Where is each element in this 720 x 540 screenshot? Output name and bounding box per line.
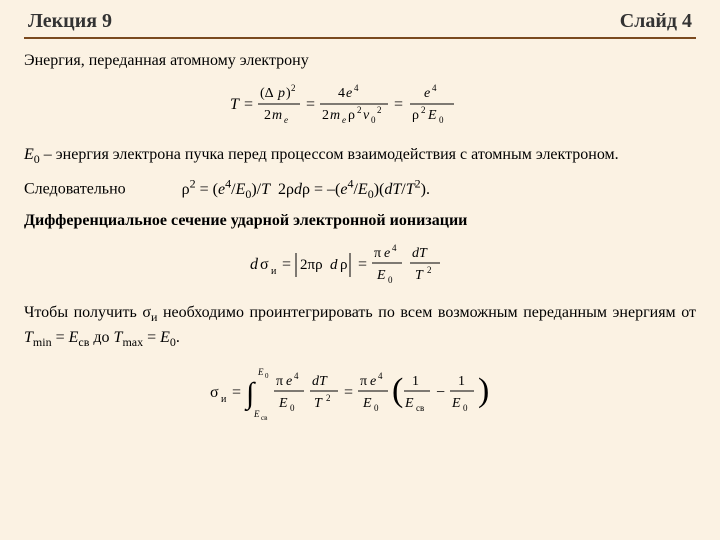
svg-text:св: св — [416, 403, 424, 413]
svg-text:σ: σ — [260, 256, 269, 273]
svg-text:0: 0 — [290, 403, 295, 413]
svg-text:4: 4 — [432, 83, 437, 93]
svg-text:и: и — [271, 266, 277, 277]
inline-equation: ρ2 = (e4/E0)/T 2ρdρ = –(e4/E0)(dT/T2). — [182, 181, 430, 198]
svg-text:ρ: ρ — [412, 108, 419, 123]
svg-text:dT: dT — [412, 246, 428, 261]
svg-text:0: 0 — [265, 372, 269, 380]
svg-text:e: e — [384, 246, 390, 261]
svg-text:e: e — [342, 115, 346, 125]
equation-2: dσ_и = |2πρ dρ| = (π e^4 / E_0) · dT / T… — [24, 239, 696, 295]
svg-text:4: 4 — [294, 371, 299, 381]
svg-text:E: E — [404, 396, 414, 411]
svg-text:π: π — [360, 374, 367, 389]
svg-text:(: ( — [392, 372, 403, 409]
svg-text:=: = — [282, 256, 291, 273]
svg-text:dT: dT — [312, 374, 328, 389]
svg-text:4: 4 — [378, 371, 383, 381]
svg-text:e: e — [346, 86, 352, 101]
svg-text:=: = — [306, 96, 315, 113]
svg-text:E: E — [362, 396, 372, 411]
svg-text:π: π — [374, 246, 381, 261]
svg-text:E: E — [278, 396, 288, 411]
svg-text:e: e — [370, 374, 376, 389]
svg-text:T: T — [415, 268, 424, 283]
svg-text:=: = — [394, 96, 403, 113]
svg-text:2: 2 — [291, 83, 296, 93]
svg-text:4: 4 — [338, 86, 345, 101]
svg-text:0: 0 — [439, 115, 444, 125]
svg-text:0: 0 — [374, 403, 379, 413]
svg-text:2: 2 — [326, 393, 331, 403]
svg-text:e: e — [286, 374, 292, 389]
svg-text:0: 0 — [388, 275, 393, 285]
paragraph-1: Энергия, переданная атомному электрону — [24, 49, 696, 73]
svg-text:(Δ: (Δ — [260, 86, 274, 101]
paragraph-5: Чтобы получить σи необходимо проинтегрир… — [24, 301, 696, 351]
svg-text:2: 2 — [377, 105, 382, 115]
lecture-number: Лекция 9 — [28, 10, 112, 33]
svg-text:4: 4 — [392, 243, 397, 253]
svg-text:e: e — [284, 115, 288, 125]
slide-number: Слайд 4 — [620, 10, 692, 33]
svg-text:π: π — [276, 374, 283, 389]
svg-text:m: m — [272, 108, 282, 123]
svg-text:E: E — [257, 367, 264, 377]
line-consequently: Следовательно ρ2 = (e4/E0)/T 2ρdρ = –(e4… — [24, 174, 696, 203]
svg-text:∫: ∫ — [244, 377, 256, 412]
svg-text:E: E — [451, 396, 461, 411]
svg-text:ρ: ρ — [348, 108, 355, 123]
svg-text:E: E — [376, 268, 386, 283]
svg-text:E: E — [427, 108, 437, 123]
svg-text:и: и — [221, 394, 227, 405]
svg-text:E: E — [253, 409, 260, 419]
slide-body: Энергия, переданная атомному электрону T… — [24, 49, 696, 429]
svg-text:=: = — [232, 384, 241, 401]
svg-text:св: св — [261, 414, 268, 421]
svg-text:0: 0 — [371, 115, 376, 125]
svg-text:=: = — [244, 96, 253, 113]
slide-header: Лекция 9 Слайд 4 — [24, 10, 696, 35]
svg-text:4: 4 — [354, 83, 359, 93]
svg-text:=: = — [358, 256, 367, 273]
svg-text:): ) — [478, 372, 489, 409]
svg-text:e: e — [424, 86, 430, 101]
svg-text:σ: σ — [210, 384, 219, 401]
svg-text:−: − — [436, 384, 445, 401]
svg-text:2: 2 — [322, 108, 329, 123]
svg-text:T: T — [230, 96, 240, 113]
paragraph-2: E0 – энергия электрона пучка перед проце… — [24, 143, 696, 168]
svg-text:1: 1 — [458, 374, 465, 389]
svg-text:T: T — [314, 396, 323, 411]
svg-text:=: = — [344, 384, 353, 401]
svg-text:p: p — [277, 86, 285, 101]
equation-1: T = (Δp)^2 / 2m_e = 4e^4 / (2 m_e ρ^2 v_… — [24, 79, 696, 137]
svg-text:v: v — [363, 108, 370, 123]
header-divider — [24, 37, 696, 39]
svg-text:2: 2 — [264, 108, 271, 123]
svg-text:d: d — [250, 256, 259, 273]
svg-text:m: m — [330, 108, 340, 123]
svg-text:2: 2 — [357, 105, 362, 115]
svg-text:d: d — [330, 257, 338, 273]
svg-text:2πρ: 2πρ — [300, 257, 323, 273]
svg-text:1: 1 — [412, 374, 419, 389]
svg-text:2: 2 — [427, 265, 432, 275]
paragraph-4: Дифференциальное сечение ударной электро… — [24, 209, 696, 233]
svg-text:ρ: ρ — [340, 257, 348, 273]
svg-text:0: 0 — [463, 403, 468, 413]
svg-text:2: 2 — [421, 105, 426, 115]
equation-3: σ_и = ∫_{E_св}^{E_0} (π e^4 / E_0) dT / … — [24, 365, 696, 429]
